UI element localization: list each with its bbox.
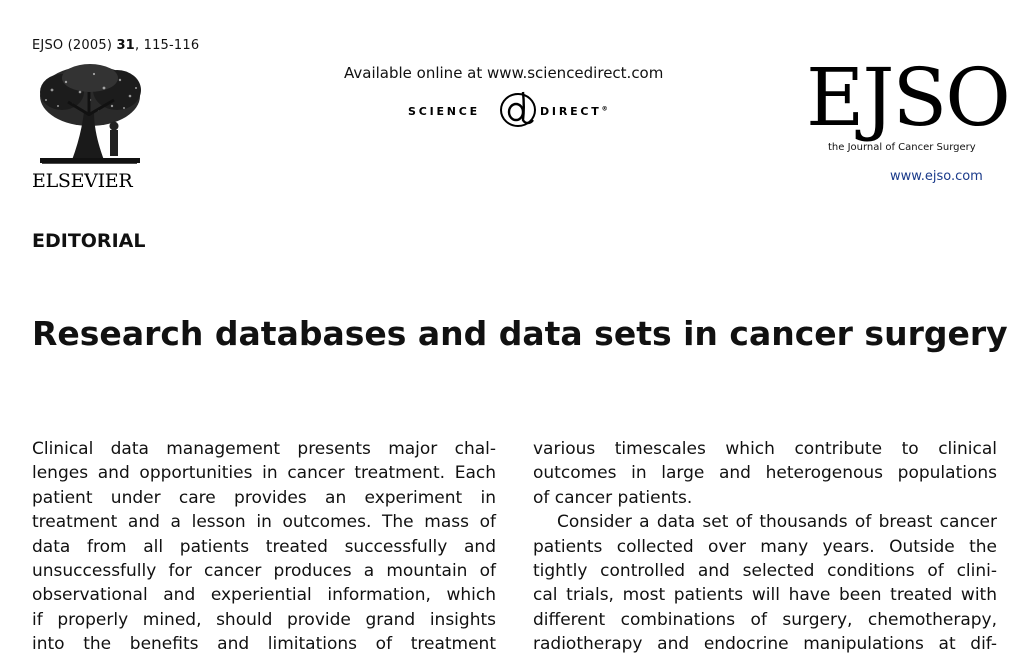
online-availability-note: Available online at www.sciencedirect.co… [344, 64, 664, 82]
journal-masthead: EJSO [806, 51, 1011, 144]
sciencedirect-logo: SCIENCE DIRECT® [408, 90, 628, 134]
body-line: cal trials, most patients will have been… [533, 585, 997, 606]
body-line: unsuccessfully for cancer produces a mou… [32, 560, 496, 581]
tree-icon [40, 64, 141, 164]
sd-logo-left: SCIENCE [408, 105, 480, 118]
publisher-logo: ELSEVIER [32, 62, 147, 194]
body-line: different combinations of surgery, chemo… [533, 609, 997, 630]
publisher-name: ELSEVIER [32, 170, 133, 192]
body-line: of cancer patients. [533, 487, 693, 508]
body-line: radiotherapy and endocrine manipulations… [533, 634, 997, 655]
journal-subtitle: the Journal of Cancer Surgery [828, 142, 976, 153]
body-line: tightly controlled and selected conditio… [533, 560, 997, 581]
citation-pages: , 115-116 [134, 38, 200, 53]
citation-volume: 31 [116, 38, 135, 53]
body-line: into the benefits and limitations of tre… [32, 634, 496, 655]
body-line: various timescales which contribute to c… [533, 439, 997, 459]
body-line: if properly mined, should provide grand … [32, 609, 496, 630]
sd-logo-right: DIRECT® [540, 105, 608, 118]
article-title: Research databases and data sets in canc… [32, 314, 1008, 353]
body-line: Consider a data set of thousands of brea… [557, 512, 997, 533]
at-symbol-icon [500, 91, 536, 127]
body-line: observational and experiential informati… [32, 585, 496, 606]
body-line: data from all patients treated successfu… [32, 536, 496, 557]
citation-journal: EJSO (2005) [32, 38, 113, 53]
body-line: patient under care provides an experimen… [32, 487, 496, 508]
sd-logo-right-text: DIRECT [540, 105, 602, 118]
body-line: treatment and a lesson in outcomes. The … [32, 512, 496, 533]
citation-line: EJSO (2005) 31, 115-116 [32, 38, 199, 53]
body-column-left: Clinical data management presents major … [32, 437, 496, 657]
journal-url-link[interactable]: www.ejso.com [890, 169, 983, 184]
body-column-right: various timescales which contribute to c… [533, 437, 997, 657]
body-line: Clinical data management presents major … [32, 439, 496, 459]
section-label: EDITORIAL [32, 230, 146, 252]
body-line: outcomes in large and heterogenous popul… [533, 463, 997, 484]
body-line: patients collected over many years. Outs… [533, 536, 997, 557]
body-line: lenges and opportunities in cancer treat… [32, 463, 496, 484]
sd-registered-mark: ® [601, 105, 608, 113]
